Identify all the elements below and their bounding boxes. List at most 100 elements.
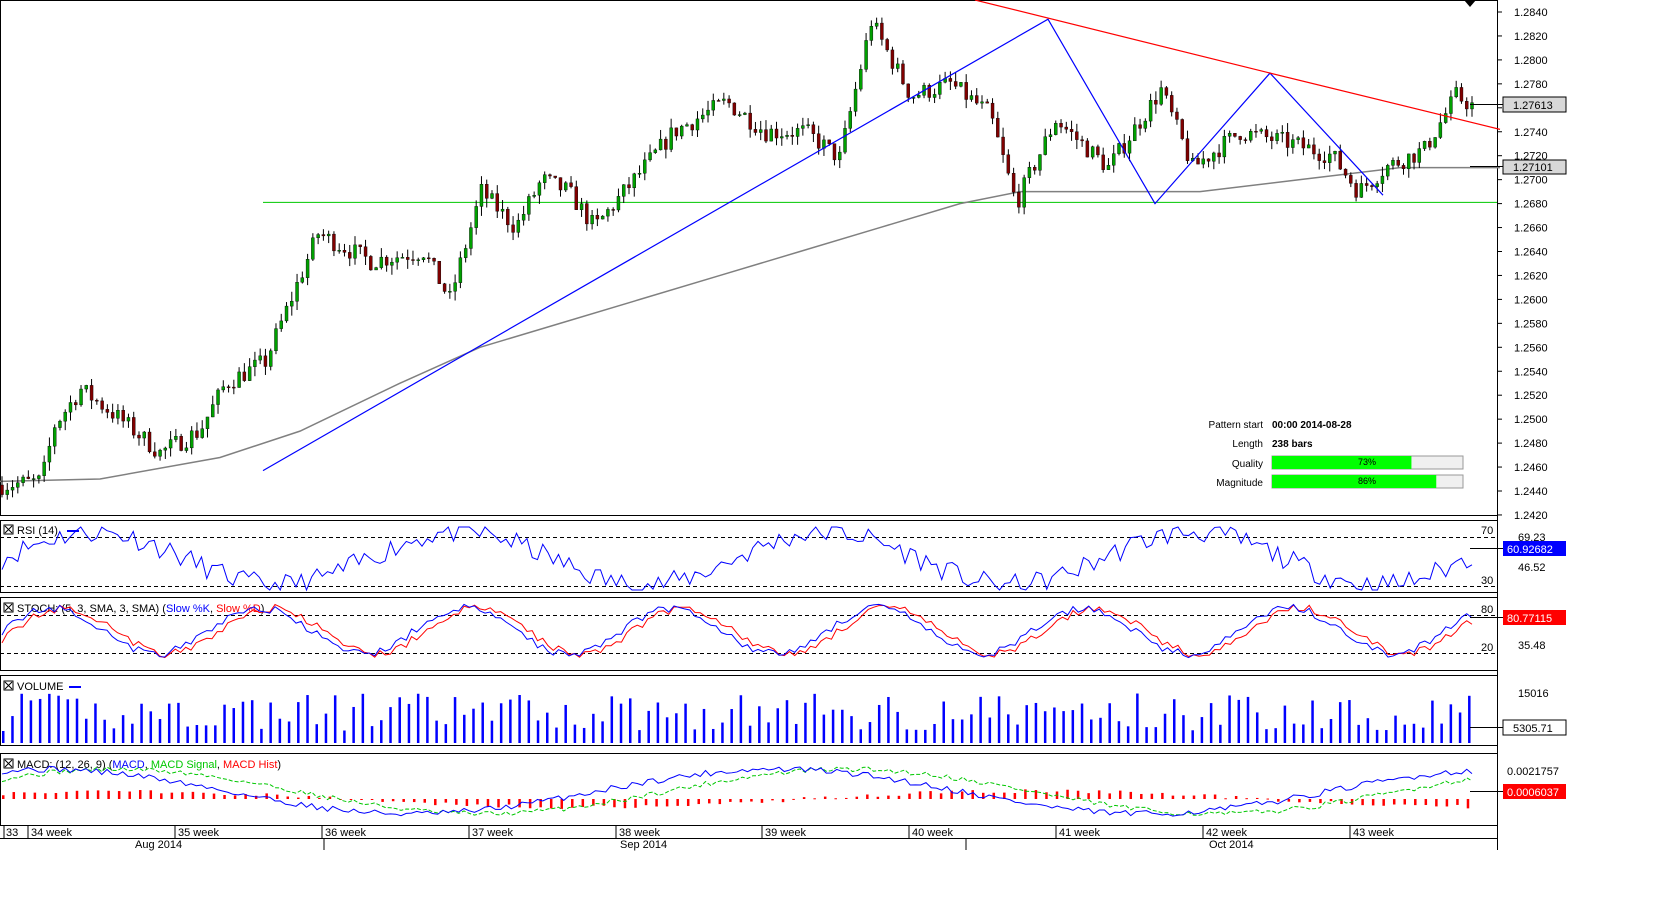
macd-hist-bar: [644, 799, 648, 806]
volume-bar: [1440, 723, 1443, 743]
candle-body: [116, 409, 120, 419]
week-label: 38 week: [619, 827, 660, 839]
volume-bar: [435, 720, 438, 743]
candle-body: [147, 431, 152, 453]
candle-body: [195, 430, 199, 438]
candle-body: [917, 95, 921, 98]
candle-body: [137, 434, 141, 439]
macd-hist-bar: [349, 799, 353, 800]
macd-hist-bar: [781, 799, 785, 803]
macd-hist-bar: [1150, 793, 1154, 799]
volume-bar: [57, 695, 60, 743]
macd-hist-bar: [760, 799, 764, 803]
volume-bar: [75, 698, 79, 743]
volume-bar: [546, 712, 549, 743]
macd-hist-bar: [518, 799, 521, 808]
macd-hist-bar: [665, 799, 669, 807]
candle-body: [1043, 136, 1047, 155]
macd-hist-bar: [23, 792, 26, 799]
candle-body: [395, 257, 399, 263]
candle-body: [1438, 122, 1443, 138]
candle-body: [79, 388, 83, 406]
volume-bar: [1016, 724, 1019, 743]
macd-hist-bar: [138, 790, 142, 799]
macd-hist-bar: [1392, 799, 1396, 805]
volume-bar: [204, 725, 208, 743]
candle-body: [885, 39, 889, 51]
macd-hist-bar: [1340, 799, 1343, 805]
candle-body: [1027, 167, 1032, 178]
macd-hist-bar: [434, 799, 437, 806]
macd-hist-bar: [1140, 793, 1143, 799]
candle-body: [1465, 101, 1469, 110]
candle-body: [1338, 151, 1342, 170]
macd-hist-bar: [275, 794, 279, 799]
macd-hist-bar: [1456, 799, 1459, 805]
volume-bar: [1283, 705, 1287, 743]
week-label: 36 week: [325, 827, 366, 839]
volume-bar: [813, 693, 816, 743]
candle-body: [811, 124, 816, 134]
candle-body: [205, 416, 210, 429]
candle-body: [1349, 175, 1353, 184]
candle-body: [579, 203, 584, 210]
price-tick-label: 1.2680: [1514, 199, 1548, 211]
candle-body: [1154, 100, 1158, 105]
candle-body: [669, 127, 673, 150]
volume-bar: [1311, 700, 1314, 743]
candle-body: [21, 476, 25, 483]
volume-bar: [490, 720, 494, 743]
macd-hist-bar: [1255, 797, 1259, 799]
rsi-level-70: 70: [1481, 525, 1493, 537]
candle-body: [427, 257, 431, 260]
macd-current: 0.0006037: [1507, 787, 1559, 799]
macd-hist-bar: [887, 795, 890, 799]
candle-body: [801, 125, 805, 129]
candle-body: [711, 100, 715, 111]
time-axis: 33 34 week 35 week 36 week 37 week 38 week 39 …: [0, 826, 1497, 851]
macd-signal-line: [1, 766, 1473, 816]
pattern-start-value: 00:00 2014-08-28: [1272, 420, 1352, 431]
candle-body: [553, 175, 557, 178]
candle-body: [485, 184, 489, 199]
volume-bar: [370, 726, 374, 743]
macd-hist-bar: [1213, 794, 1217, 799]
volume-bar: [739, 695, 743, 743]
volume-bar: [1034, 702, 1038, 743]
volume-bar: [343, 730, 346, 743]
macd-hist-bar: [929, 791, 932, 799]
macd-hist-bar: [423, 799, 427, 803]
candle-body: [237, 371, 241, 388]
macd-hist-bar: [191, 791, 195, 799]
candle-body: [1201, 158, 1205, 165]
volume-bar: [2, 730, 5, 743]
volume-bar: [499, 703, 503, 743]
volume-bar: [66, 699, 70, 743]
candle-body: [1143, 120, 1148, 129]
volume-bar: [1329, 719, 1333, 743]
rsi-level-30: 30: [1481, 575, 1493, 587]
volume-bar: [481, 702, 484, 743]
month-label: Oct 2014: [1209, 839, 1254, 851]
candle-body: [158, 449, 162, 457]
candle-body: [1222, 136, 1227, 158]
rsi-line: [1, 526, 1473, 592]
candle-body: [258, 355, 262, 361]
volume-bar: [924, 729, 927, 743]
candle-body: [369, 256, 373, 271]
magnitude-label: Magnitude: [1216, 478, 1263, 489]
macd-hist-bar: [592, 799, 595, 806]
macd-hist-bar: [834, 798, 837, 800]
volume-bar: [573, 724, 577, 743]
volume-bar: [1025, 705, 1028, 743]
week-label: 40 week: [912, 827, 953, 839]
volume-bar: [905, 729, 909, 743]
macd-hist-bar: [539, 799, 542, 808]
volume-bar: [121, 715, 125, 743]
volume-bar: [1237, 699, 1241, 743]
volume-bar: [149, 711, 153, 743]
macd-hist-bar: [613, 799, 616, 808]
price-tick-label: 1.2420: [1514, 510, 1548, 522]
candle-body: [511, 224, 515, 233]
volume-bar: [1080, 703, 1084, 743]
